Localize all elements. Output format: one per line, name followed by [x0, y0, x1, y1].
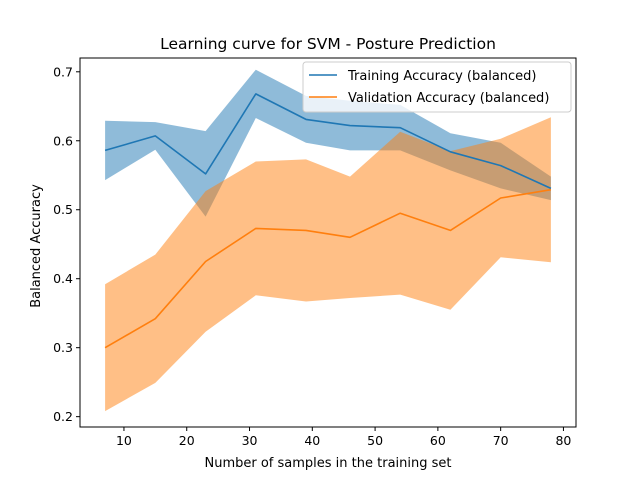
y-axis-label: Balanced Accuracy: [29, 184, 44, 308]
series-lines: [104, 93, 552, 349]
legend-box: [302, 61, 572, 113]
x-tick-label: 60: [430, 433, 446, 448]
x-tick-label: 70: [493, 433, 509, 448]
y-tick-label: 0.4: [53, 271, 73, 286]
plot-frame: [79, 57, 577, 428]
legend: Training Accuracy (balanced) Validation …: [302, 61, 572, 113]
x-tick-label: 50: [367, 433, 383, 448]
x-tick-label: 20: [179, 433, 195, 448]
training-accuracy-band: [105, 69, 551, 217]
x-axis-label: Number of samples in the training set: [205, 456, 452, 471]
legend-label-training: Training Accuracy (balanced): [347, 69, 537, 84]
y-axis-ticks: 0.2 0.3 0.4 0.5 0.6 0.7: [53, 64, 80, 424]
y-tick-label: 0.6: [53, 133, 73, 148]
validation-accuracy-line: [104, 188, 552, 349]
y-tick-label: 0.7: [53, 64, 73, 79]
x-tick-label: 80: [555, 433, 571, 448]
y-tick-label: 0.5: [53, 202, 73, 217]
y-tick-label: 0.3: [53, 340, 73, 355]
confidence-bands: [105, 69, 551, 412]
x-tick-label: 10: [116, 433, 132, 448]
legend-label-validation: Validation Accuracy (balanced): [348, 91, 549, 106]
y-tick-label: 0.2: [53, 409, 73, 424]
x-axis-ticks: 10 20 30 40 50 60 70 80: [116, 427, 571, 448]
chart-title: Learning curve for SVM - Posture Predict…: [160, 35, 496, 53]
x-tick-label: 40: [304, 433, 320, 448]
x-tick-label: 30: [242, 433, 258, 448]
training-accuracy-line: [104, 93, 552, 190]
validation-accuracy-band: [105, 117, 551, 412]
